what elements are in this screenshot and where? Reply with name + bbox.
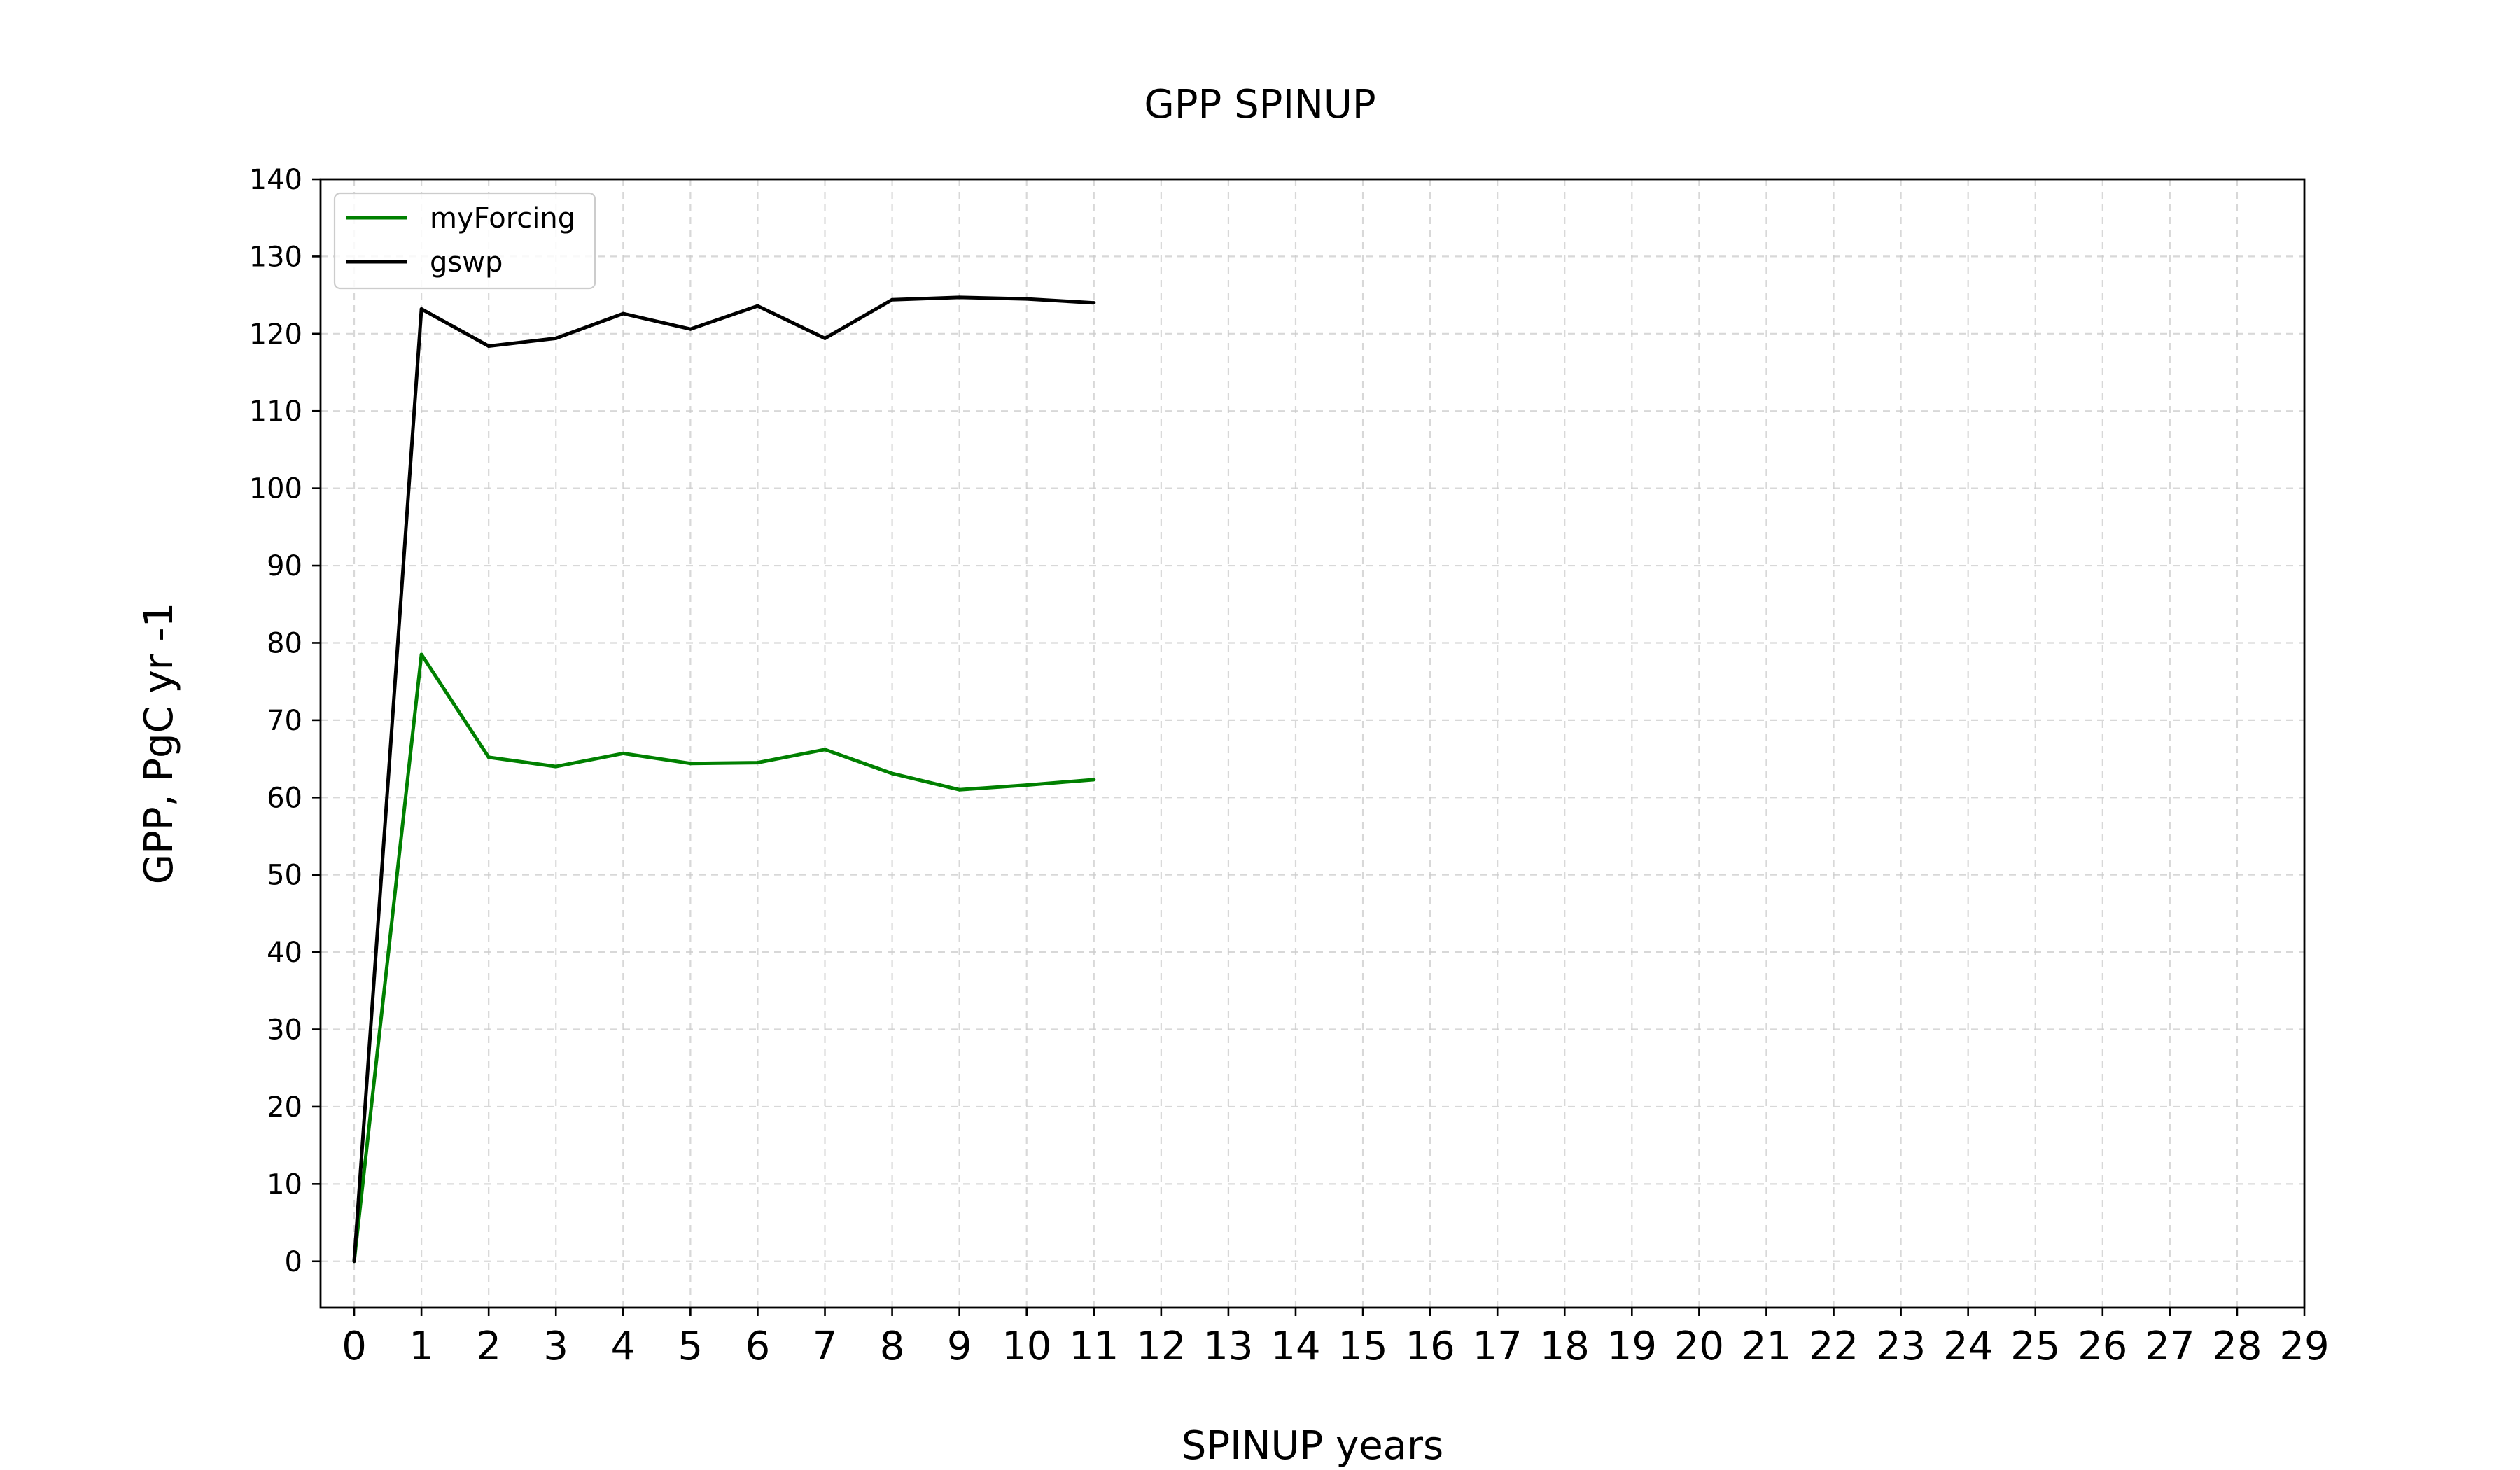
x-tick-label: 17 (1473, 1324, 1522, 1369)
series-line-myforcing (352, 652, 1094, 1262)
y-tick-label: 60 (267, 782, 302, 814)
data-point-myforcing (755, 761, 760, 765)
data-point-gswp (1092, 301, 1096, 305)
tick-layer: 0 1 2 3 4 5 6 7 8 9 10 11 12 13 14 15 16 17 18 19 20 21 22 23 24… (249, 164, 2330, 1369)
x-tick-label: 2 (476, 1324, 501, 1369)
data-point-gswp (1025, 297, 1029, 301)
series-layer (352, 295, 1096, 1264)
legend: myForcing gswp (333, 192, 596, 290)
y-tick-label: 50 (267, 860, 302, 892)
x-tick-label: 10 (1002, 1324, 1051, 1369)
data-point-myforcing (958, 788, 962, 792)
y-tick-label: 10 (267, 1168, 302, 1200)
y-tick-label: 0 (285, 1246, 302, 1278)
grid-layer (321, 178, 2306, 1308)
series-line-gswp (352, 295, 1094, 1261)
data-point-myforcing (823, 748, 827, 752)
data-point-gswp (688, 327, 692, 331)
x-tick-label: 18 (1540, 1324, 1590, 1369)
x-tick-label: 23 (1876, 1324, 1926, 1369)
x-tick-label: 14 (1270, 1324, 1320, 1369)
y-tick-label: 110 (249, 396, 302, 428)
x-tick-label: 9 (947, 1324, 972, 1369)
x-tick-label: 26 (2078, 1324, 2127, 1369)
y-tick-label: 130 (249, 241, 302, 273)
data-point-myforcing (890, 771, 895, 776)
data-point-gswp (823, 336, 827, 340)
x-tick-label: 4 (610, 1324, 636, 1369)
x-tick-label: 20 (1674, 1324, 1724, 1369)
x-tick-label: 16 (1405, 1324, 1455, 1369)
x-tick-label: 8 (880, 1324, 905, 1369)
data-point-gswp (352, 1259, 356, 1264)
y-tick-label: 90 (267, 550, 302, 582)
x-tick-label: 21 (1742, 1324, 1791, 1369)
x-tick-label: 1 (409, 1324, 434, 1369)
y-tick-label: 80 (267, 627, 302, 659)
data-point-myforcing (688, 762, 692, 766)
plot-area-frame (319, 178, 2306, 1309)
x-axis-label: SPINUP years (1182, 1423, 1443, 1469)
data-point-gswp (621, 312, 625, 316)
data-point-myforcing (621, 751, 625, 755)
x-tick-label: 7 (813, 1324, 838, 1369)
x-tick-label: 27 (2145, 1324, 2194, 1369)
y-tick-label: 70 (267, 705, 302, 737)
x-tick-label: 11 (1069, 1324, 1119, 1369)
x-tick-label: 6 (746, 1324, 771, 1369)
x-tick-label: 0 (342, 1324, 367, 1369)
x-tick-label: 24 (1943, 1324, 1993, 1369)
x-tick-label: 5 (678, 1324, 704, 1369)
x-tick-label: 13 (1203, 1324, 1253, 1369)
y-tick-label: 40 (267, 937, 302, 969)
data-point-gswp (755, 304, 760, 308)
data-point-myforcing (1025, 783, 1029, 788)
x-tick-label: 28 (2212, 1324, 2262, 1369)
data-point-myforcing (486, 755, 491, 760)
x-tick-label: 22 (1809, 1324, 1858, 1369)
data-point-gswp (890, 298, 895, 302)
legend-label-myforcing: myForcing (430, 202, 575, 234)
x-tick-label: 12 (1136, 1324, 1186, 1369)
data-point-gswp (486, 344, 491, 348)
y-tick-label: 120 (249, 318, 302, 351)
x-tick-label: 19 (1607, 1324, 1657, 1369)
data-point-myforcing (1092, 778, 1096, 782)
data-point-gswp (554, 336, 558, 340)
chart-title: GPP SPINUP (1144, 82, 1376, 127)
y-tick-label: 140 (249, 164, 302, 196)
x-tick-label: 3 (543, 1324, 568, 1369)
x-tick-label: 25 (2010, 1324, 2060, 1369)
x-tick-label: 29 (2279, 1324, 2329, 1369)
data-point-myforcing (419, 652, 424, 657)
x-tick-label: 15 (1338, 1324, 1387, 1369)
data-point-gswp (958, 295, 962, 300)
y-tick-label: 20 (267, 1091, 302, 1124)
legend-label-gswp: gswp (430, 246, 503, 279)
y-tick-label: 30 (267, 1014, 302, 1046)
y-axis-label: GPP, PgC yr -1 (136, 603, 182, 885)
data-point-gswp (419, 307, 424, 311)
y-tick-label: 100 (249, 473, 302, 505)
data-point-myforcing (554, 764, 558, 769)
